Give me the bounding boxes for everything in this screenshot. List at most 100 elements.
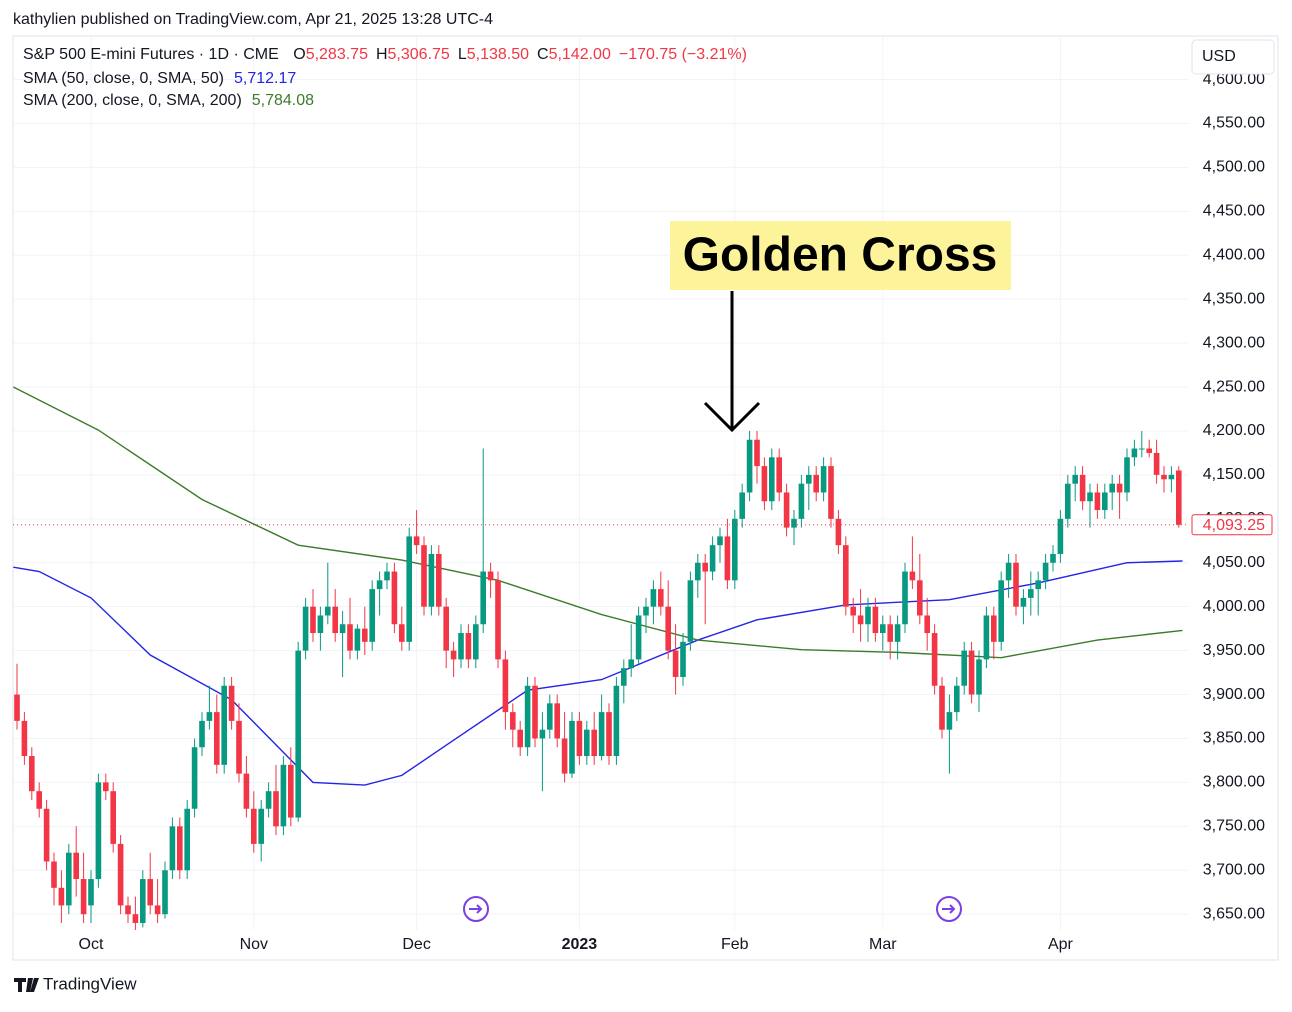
candle-body [806,474,812,484]
y-tick-label: 3,750.00 [1203,818,1265,835]
candle-body [428,553,435,607]
y-tick-label: 4,250.00 [1203,378,1265,395]
candle-body [95,782,102,880]
candle-body [339,624,346,634]
ohlc-value: 5,283.75 [305,46,368,63]
candle-body [946,712,953,730]
candle-body [968,650,975,695]
y-tick-label: 3,950.00 [1203,642,1265,659]
candle-body [658,589,664,607]
ohlc-key: C [537,46,549,63]
y-tick-label: 4,150.00 [1203,466,1265,483]
candle-body [43,808,50,862]
candle-body [850,606,856,616]
candle-body [199,720,205,748]
candle-body [709,545,716,572]
ohlc-key: O [293,46,306,63]
candle-body [606,712,612,757]
candle-body [613,685,620,757]
candle-body [1131,448,1138,458]
candle-body [36,791,42,809]
y-tick-label: 4,000.00 [1203,598,1265,615]
candle-body [140,879,146,923]
candle-body [591,729,597,757]
candle-body [887,624,893,642]
candle-body [384,571,390,581]
candle-body [110,791,116,844]
ohlc-key: L [457,46,467,63]
candle-body [436,553,442,607]
candle-body [273,791,279,827]
candle-body [776,457,782,493]
candle-body [450,650,457,660]
symbol: S&P 500 E-mini Futures · 1D · CME [23,46,279,63]
x-tick-label: Nov [240,936,268,953]
candle-body [251,808,257,844]
candle-body [29,756,35,792]
candle-body [561,738,568,774]
candle-body [1176,470,1182,525]
x-tick-label: Apr [1048,936,1074,953]
candle-body [258,808,264,844]
y-tick-label: 4,600.00 [1203,71,1265,88]
candle-body [532,685,538,739]
candle-body [1065,483,1071,519]
x-tick-label: Dec [402,936,430,953]
candle-body [1005,562,1012,581]
sma-line [13,386,1183,659]
candle-body [924,615,930,634]
candle-body [576,720,583,757]
event-icon[interactable] [463,896,489,922]
candle-body [1124,457,1130,493]
candle-body [362,628,368,642]
candle-body [769,457,775,502]
candle-body [1013,562,1019,607]
candle-body [21,720,28,757]
candle-body [695,562,701,581]
candle-body [66,852,72,906]
candle-body [510,712,516,730]
candle-body [1042,562,1049,581]
currency-button[interactable] [1191,39,1275,75]
y-tick-label: 4,450.00 [1203,203,1265,220]
x-tick-label: Mar [869,936,897,953]
candle-body [539,729,546,739]
y-tick-label: 4,050.00 [1203,554,1265,571]
candle-body [243,773,250,809]
candle-body [598,712,605,757]
candle-body [517,729,523,748]
y-tick-label: 3,650.00 [1203,905,1265,922]
candle-body [117,843,124,906]
candle-body [332,606,338,634]
candle-body [672,650,679,677]
candle-body [732,518,738,581]
publisher: kathylien published on TradingView.com, … [13,11,493,28]
grid [13,36,1188,930]
candle-body [783,492,790,528]
candle-body [1139,448,1145,450]
candle-body [495,580,501,660]
candle-body [325,606,331,616]
candle-body [524,685,531,748]
candle-body [369,589,375,642]
candle-body [302,606,309,651]
y-tick-label: 4,400.00 [1203,246,1265,263]
axes: 3,650.00 3,700.00 3,750.00 3,800.00 3,850.00… [13,71,1273,953]
y-tick-label: 4,500.00 [1203,159,1265,176]
candle-body [147,879,153,906]
candle-body [347,624,353,651]
event-icon[interactable] [936,896,962,922]
candle-body [902,571,908,625]
candle-body [1146,448,1152,453]
candle-body [643,606,649,616]
candle-body [473,624,479,660]
legend-value: 5,784.08 [251,92,315,109]
legend-name: SMA (50, close, 0, SMA, 50) [23,70,224,87]
candle-body [191,747,198,809]
candle-body [1035,580,1041,590]
candle-body [214,712,220,765]
candle-body [413,536,420,546]
candle-body [554,703,560,739]
